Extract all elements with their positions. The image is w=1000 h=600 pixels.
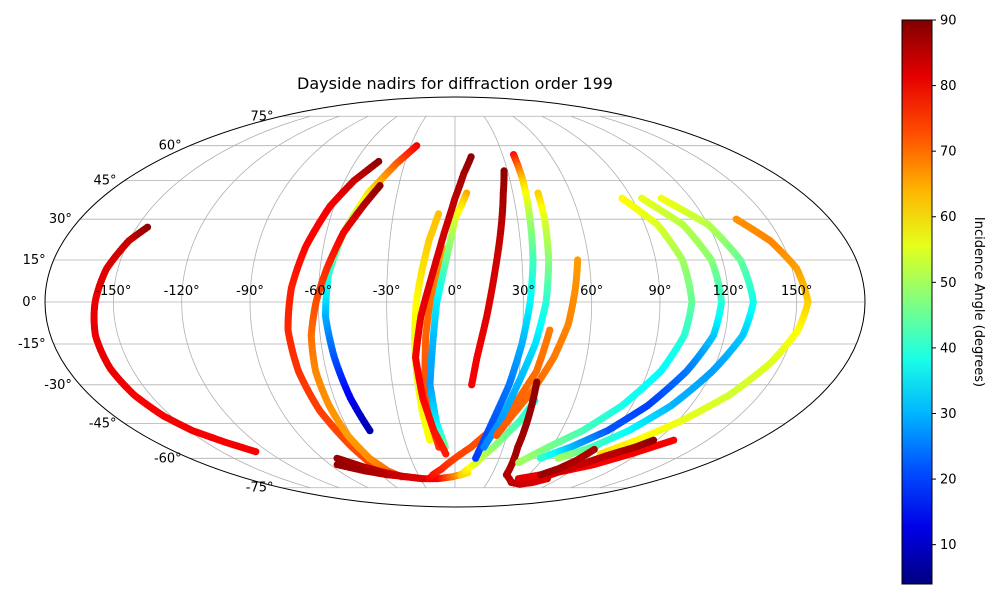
gridline-lon	[181, 115, 340, 489]
track-19	[536, 194, 726, 462]
colorbar: 10 20 30 40 50 60 70 80 90 Incidence Angle (degre…	[901, 14, 986, 585]
lat-tick-label: 15°	[23, 253, 46, 268]
lon-tick-label: 120°	[713, 284, 744, 299]
lon-tick-label: -30°	[373, 284, 401, 299]
colorbar-tick-label: 70	[940, 145, 957, 160]
chart-title: Dayside nadirs for diffraction order 199	[297, 74, 613, 93]
data-point	[515, 458, 523, 467]
track-6	[333, 461, 427, 483]
track-16	[492, 256, 582, 440]
data-point	[536, 454, 545, 462]
data-point	[492, 431, 501, 440]
colorbar-tick-label: 90	[940, 14, 957, 29]
gridline-lon	[386, 116, 427, 488]
gridline-lon	[599, 115, 798, 489]
track-13	[468, 167, 508, 389]
lon-tick-label: 60°	[580, 284, 603, 299]
colorbar-tick-label: 40	[940, 341, 957, 356]
data-point	[480, 443, 488, 451]
data-point	[426, 436, 434, 444]
track-15	[480, 189, 553, 451]
lat-tick-label: -75°	[246, 481, 274, 496]
colorbar-tick-label: 50	[940, 276, 957, 291]
colorbar-tick-label: 80	[940, 79, 957, 94]
track-21	[596, 215, 812, 458]
lat-tick-label: -30°	[44, 378, 72, 393]
lat-tick-label: 75°	[250, 109, 273, 124]
data-point	[546, 326, 554, 334]
data-point	[442, 450, 450, 458]
lon-tick-label: -120°	[164, 284, 200, 299]
colorbar-label: Incidence Angle (degrees)	[971, 217, 986, 387]
lat-tick-label: -45°	[89, 416, 117, 431]
lon-tick-label: 0°	[448, 284, 463, 299]
track-20	[554, 194, 757, 462]
colorbar-tick-label: 10	[940, 538, 957, 553]
colorbar-gradient	[901, 19, 933, 585]
data-point	[252, 448, 260, 456]
scatter-points	[90, 142, 812, 488]
lat-tick-label: 45°	[94, 174, 117, 189]
track-4	[307, 181, 406, 481]
graticule-grid	[45, 115, 865, 489]
map-boundary	[44, 96, 866, 508]
lon-tick-label: -90°	[236, 284, 264, 299]
data-point	[468, 381, 476, 389]
gridline-lon	[570, 115, 729, 489]
lat-tick-label: 0°	[22, 295, 37, 310]
lon-tick-label: 90°	[648, 284, 671, 299]
data-point	[366, 427, 374, 435]
lat-tick-label: 30°	[49, 212, 72, 227]
track-3	[321, 142, 421, 435]
lon-tick-label: -60°	[304, 284, 332, 299]
lat-tick-label: -15°	[18, 337, 46, 352]
lon-tick-label: -150°	[95, 284, 131, 299]
data-point	[554, 454, 562, 462]
track-17	[502, 378, 552, 488]
data-point	[472, 454, 480, 462]
data-point	[590, 445, 598, 454]
track-24	[537, 445, 598, 479]
track-18	[515, 194, 696, 467]
colorbar-tick-label: 20	[940, 473, 957, 488]
lat-tick-label: 60°	[159, 139, 182, 154]
colorbar-tick-label: 30	[940, 407, 957, 422]
tick-labels: -150° -120° -90° -60° -30° 0° 30° 60° 90° 120° 150…	[18, 109, 812, 495]
lat-tick-label: -60°	[154, 451, 182, 466]
track-10	[411, 153, 475, 458]
track-14	[472, 150, 537, 462]
gridline-lon	[512, 115, 593, 489]
lon-tick-label: 30°	[512, 284, 535, 299]
colorbar-tick-label: 60	[940, 210, 957, 225]
data-point	[670, 436, 678, 444]
data-point	[419, 475, 427, 483]
lon-tick-label: 150°	[781, 284, 812, 299]
gridline-lon	[249, 115, 369, 489]
track-1	[90, 223, 260, 456]
